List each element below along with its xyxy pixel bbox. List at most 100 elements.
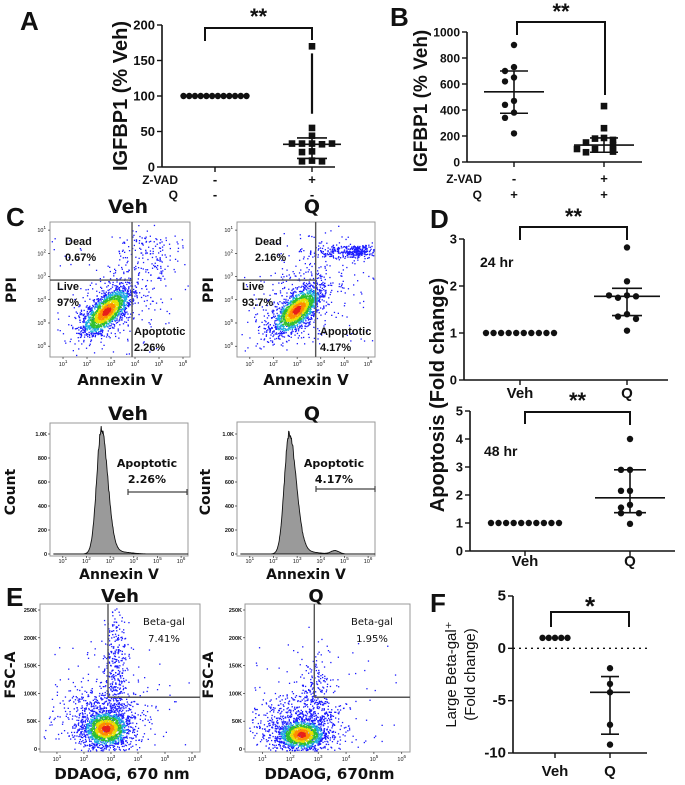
event-dot (365, 251, 367, 253)
event-dot (93, 317, 95, 319)
event-dot (283, 316, 286, 318)
event-dot (119, 283, 121, 285)
event-dot (289, 310, 291, 312)
event-dot (305, 286, 308, 288)
event-dot (108, 321, 110, 323)
event-dot (126, 262, 128, 264)
event-dot (275, 293, 277, 295)
event-dot (174, 271, 176, 273)
tick-exponent: 1 (43, 225, 46, 230)
event-dot (113, 294, 115, 297)
y-tick-label: 105 (224, 318, 233, 327)
event-dot (340, 286, 342, 288)
tick-base: 10 (224, 321, 230, 327)
event-dot (97, 313, 100, 315)
event-dot (322, 281, 324, 284)
event-dot (101, 292, 103, 295)
y-tick-label: -10 (484, 745, 506, 762)
event-dot (295, 275, 297, 277)
event-dot (282, 325, 284, 327)
event-dot (127, 338, 129, 340)
event-dot (361, 251, 363, 253)
event-dot (83, 319, 85, 321)
event-dot (373, 278, 375, 280)
event-dot (146, 299, 148, 302)
event-dot (280, 331, 283, 334)
event-dot (323, 254, 326, 256)
event-dot (318, 300, 320, 302)
event-dot (104, 303, 106, 306)
event-dot (368, 244, 370, 246)
event-dot (310, 299, 312, 301)
y-tick-label: 2 (450, 279, 457, 294)
event-dot (320, 252, 323, 254)
tick-base: 10 (364, 362, 370, 368)
event-dot (311, 311, 313, 313)
event-dot (84, 334, 86, 336)
event-dot (307, 293, 309, 295)
event-dot (318, 289, 321, 291)
event-dot (91, 324, 93, 326)
event-dot (124, 305, 126, 307)
event-dot (120, 291, 122, 294)
event-dot (297, 300, 299, 302)
tick-exponent: 1 (65, 556, 68, 561)
event-dot (368, 251, 371, 253)
event-dot (297, 316, 299, 319)
event-dot (91, 310, 93, 312)
event-dot (298, 312, 300, 314)
event-dot (309, 295, 311, 297)
event-dot (99, 331, 101, 333)
event-dot (305, 322, 308, 324)
event-dot (353, 248, 355, 251)
event-dot (348, 248, 350, 250)
event-dot (312, 256, 314, 258)
event-dot (112, 306, 114, 308)
event-dot (92, 332, 94, 334)
y-axis-label: Apoptosis (Fold change) (427, 278, 449, 512)
tick-base: 10 (37, 298, 43, 304)
event-dot (347, 236, 349, 238)
y-tick-label: 200 (38, 528, 47, 534)
event-dot (333, 248, 335, 251)
event-dot (301, 332, 303, 334)
event-dot (278, 335, 280, 337)
event-dot (301, 320, 303, 322)
data-point (191, 92, 199, 100)
event-dot (123, 300, 125, 302)
event-dot (365, 254, 368, 256)
event-dot (104, 296, 106, 298)
event-dot (97, 301, 99, 303)
event-dot (357, 250, 359, 252)
event-dot (292, 311, 294, 313)
event-dot (286, 329, 288, 331)
event-dot (292, 294, 294, 297)
event-dot (68, 256, 70, 259)
event-dot (97, 327, 100, 329)
event-dot (294, 275, 296, 277)
event-dot (308, 291, 310, 293)
data-point (617, 487, 625, 494)
x-tick-label: 101 (246, 359, 255, 368)
event-dot (279, 317, 281, 319)
event-dot (332, 252, 335, 254)
event-dot (284, 301, 286, 303)
y-tick-label: 200 (440, 130, 460, 144)
event-dot (141, 243, 143, 245)
event-dot (118, 289, 121, 291)
event-dot (301, 318, 303, 320)
event-dot (102, 312, 104, 314)
event-dot (100, 319, 103, 321)
event-dot (273, 301, 275, 303)
event-dot (168, 243, 171, 245)
event-dot (316, 311, 318, 313)
data-point (510, 63, 518, 71)
event-dot (128, 277, 130, 279)
event-dot (342, 255, 344, 257)
significance-bracket (524, 411, 631, 425)
event-dot (88, 331, 90, 334)
data-point (543, 329, 550, 337)
event-dot (310, 295, 312, 297)
event-dot (354, 263, 356, 265)
y-tick-label: 50 (141, 124, 155, 139)
